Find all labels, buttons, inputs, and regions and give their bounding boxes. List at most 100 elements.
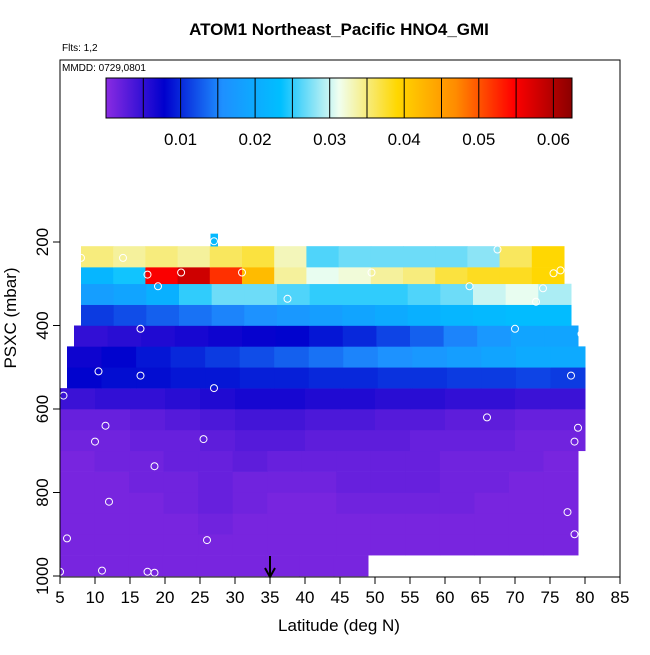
- observation-point: [150, 462, 159, 471]
- observation-point: [150, 568, 159, 577]
- heatmap-cell: [267, 450, 303, 472]
- heatmap-cell: [543, 513, 579, 535]
- heatmap-cell: [505, 283, 539, 305]
- heatmap-cell: [136, 367, 172, 389]
- observation-point: [570, 530, 579, 539]
- heatmap-cell: [336, 513, 372, 535]
- observation-point: [511, 324, 519, 333]
- heatmap-cell: [177, 267, 211, 285]
- heatmap-cell: [198, 513, 234, 535]
- heatmap-cell: [410, 409, 446, 431]
- observation-point: [567, 371, 575, 380]
- heatmap-cell: [163, 492, 199, 514]
- heatmap-cell: [232, 534, 268, 556]
- heatmap-cell: [343, 367, 379, 389]
- observation-point: [210, 384, 218, 393]
- heatmap-cell: [211, 304, 245, 326]
- heatmap-cell: [410, 429, 446, 452]
- heatmap-cell: [239, 346, 275, 368]
- y-tick-label: 200: [33, 228, 52, 256]
- heatmap-cell: [439, 492, 475, 514]
- observation-point: [367, 268, 376, 277]
- heatmap-cell: [196, 555, 232, 577]
- heatmap-cell: [129, 492, 165, 514]
- heatmap-cell: [270, 388, 306, 410]
- observation-point: [493, 245, 502, 254]
- heatmap-cell: [375, 429, 411, 452]
- heatmap-cell: [445, 388, 481, 410]
- heatmap-cell: [340, 429, 376, 452]
- heatmap-cell: [515, 367, 551, 389]
- heatmap-cell: [474, 492, 510, 514]
- heatmap-cell: [74, 325, 109, 347]
- heatmap-cell: [309, 325, 344, 347]
- heatmap-cell: [375, 283, 409, 305]
- heatmap-cell: [443, 325, 478, 347]
- heatmap-cell: [179, 283, 213, 305]
- observation-point: [136, 371, 145, 380]
- heatmap-cell: [508, 450, 544, 472]
- heatmap-cell: [481, 346, 517, 368]
- heatmap-cell: [473, 304, 507, 326]
- heatmap-cell: [60, 492, 96, 514]
- observation-point: [77, 253, 85, 262]
- heatmap-cell: [474, 513, 510, 535]
- heatmap-cell: [94, 534, 130, 556]
- heatmap-cell: [515, 409, 551, 431]
- heatmap-cell: [209, 267, 243, 285]
- heatmap-cell: [129, 534, 165, 556]
- heatmap-cell: [232, 450, 268, 472]
- heatmap-cell: [274, 367, 310, 389]
- heatmap-cell: [163, 450, 199, 472]
- x-tick-label: 5: [55, 588, 64, 607]
- heatmap-cell: [474, 471, 510, 493]
- heatmap-cell: [81, 304, 115, 326]
- heatmap-cell: [377, 367, 413, 389]
- observation-point: [143, 270, 152, 279]
- heatmap-cell: [481, 367, 517, 389]
- heatmap-cell: [232, 513, 268, 535]
- observation-point: [577, 263, 586, 272]
- heatmap-cell: [370, 450, 406, 472]
- x-tick-label: 50: [366, 588, 385, 607]
- heatmap-cell: [338, 246, 372, 268]
- observation-point: [203, 536, 211, 545]
- heatmap-cell: [198, 471, 234, 493]
- heatmap-cell: [543, 534, 579, 556]
- heatmap-cell: [267, 513, 303, 535]
- heatmap-cell: [95, 388, 131, 410]
- heatmap-cell: [275, 325, 310, 347]
- heatmap-cell: [305, 409, 341, 431]
- heatmap-cell: [531, 267, 565, 285]
- heatmap-cell: [309, 304, 343, 326]
- heatmap-cell: [305, 429, 341, 452]
- colorbar-tick-label: 0.03: [313, 130, 346, 149]
- heatmap-cell: [505, 304, 539, 326]
- heatmap-cell: [340, 409, 376, 431]
- heatmap-cell: [308, 367, 344, 389]
- heatmap-cell: [336, 534, 372, 556]
- heatmap-cell: [508, 471, 544, 493]
- heatmap-cell: [407, 304, 441, 326]
- heatmap-cell: [308, 346, 344, 368]
- heatmap-cell: [439, 471, 475, 493]
- x-tick-label: 15: [121, 588, 140, 607]
- heatmap-cell: [94, 513, 130, 535]
- heatmap-cell: [370, 513, 406, 535]
- heatmap-cell: [375, 409, 411, 431]
- arrow-head: [264, 567, 276, 580]
- heatmap-cell: [336, 492, 372, 514]
- heatmap-cell: [130, 388, 166, 410]
- observation-point: [556, 266, 565, 275]
- heatmap-cell: [81, 267, 114, 285]
- colorbar-tick-label: 0.02: [239, 130, 272, 149]
- heatmap-cell: [60, 429, 96, 452]
- x-tick-label: 45: [331, 588, 350, 607]
- x-axis-label: Latitude (deg N): [278, 616, 400, 635]
- heatmap-cell: [467, 267, 501, 285]
- heatmap-cell: [94, 450, 130, 472]
- observation-point: [570, 437, 579, 446]
- observation-points: [56, 237, 586, 577]
- heatmap-cell: [163, 471, 199, 493]
- heatmap-cell: [480, 388, 516, 410]
